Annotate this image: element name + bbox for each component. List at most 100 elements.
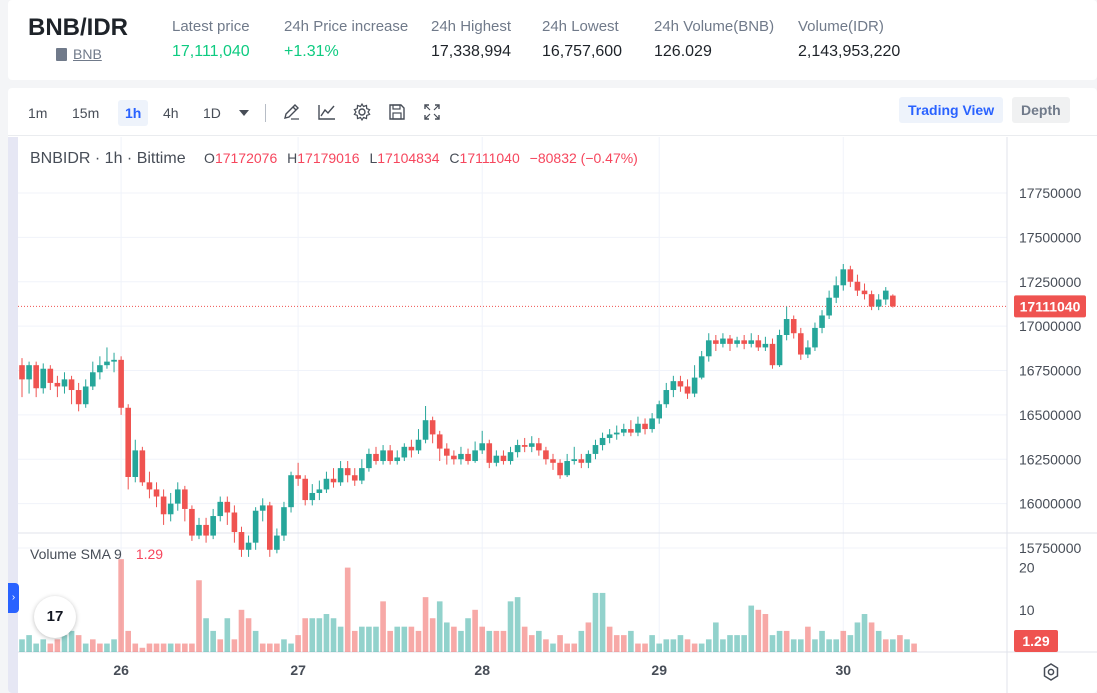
candle-body xyxy=(621,429,627,433)
candle-body xyxy=(196,524,202,536)
candle-body xyxy=(571,459,578,462)
expand-sidebar-button[interactable]: › xyxy=(8,583,19,613)
interval-1d[interactable]: 1D xyxy=(203,105,221,121)
depth-button[interactable]: Depth xyxy=(1012,97,1070,123)
volume-bar xyxy=(635,643,641,652)
candle-body xyxy=(741,340,747,344)
candle-body xyxy=(366,453,372,469)
price-tick-label: 17750000 xyxy=(1019,185,1082,201)
candle-body xyxy=(819,315,825,328)
candle-body xyxy=(295,475,301,479)
volume-bar xyxy=(698,643,705,652)
candle-body xyxy=(691,377,698,394)
volume-bar xyxy=(323,614,330,652)
candle-body xyxy=(840,269,847,286)
candle-body xyxy=(97,365,103,373)
price-tick-label: 16750000 xyxy=(1019,363,1082,379)
volume-bar xyxy=(33,643,39,652)
volume-bar xyxy=(380,601,386,652)
stat-volume-idr: Volume(IDR) 2,143,953,220 xyxy=(798,18,900,61)
legend-open-value: 17172076 xyxy=(214,150,278,166)
volume-bar xyxy=(203,618,209,652)
interval-4h[interactable]: 4h xyxy=(163,105,179,121)
candle-body xyxy=(274,535,280,550)
volume-bar xyxy=(281,639,287,652)
chart-toolbar: 1m 15m 1h 4h 1D Trading View D xyxy=(8,88,1097,136)
candle-body xyxy=(776,335,783,366)
indicators-icon[interactable] xyxy=(317,102,337,122)
volume-bar xyxy=(684,639,691,652)
volume-bar xyxy=(776,630,783,652)
legend-high-label: H xyxy=(287,150,298,166)
save-icon[interactable] xyxy=(387,102,407,122)
candle-body xyxy=(854,281,861,291)
volume-bar xyxy=(217,639,224,652)
tradingview-logo[interactable]: 17 xyxy=(34,596,76,638)
volume-bar xyxy=(189,643,195,652)
volume-bar xyxy=(54,639,61,652)
volume-bar xyxy=(734,635,740,652)
volume-bar xyxy=(231,639,238,652)
stat-label: 24h Volume(BNB) xyxy=(654,18,775,35)
volume-bar xyxy=(316,618,323,652)
candle-body xyxy=(798,333,804,355)
stat-value: 17,111,040 xyxy=(172,43,250,60)
volume-bar xyxy=(543,639,549,652)
book-icon xyxy=(56,47,67,61)
candle-body xyxy=(401,446,408,458)
candle-body xyxy=(160,496,167,515)
volume-legend-value: 1.29 xyxy=(135,546,164,562)
candle-body xyxy=(847,269,854,282)
candle-body xyxy=(698,356,705,378)
market-header: BNB/IDR BNB Latest price 17,111,040 24h … xyxy=(8,0,1097,80)
stat-price-increase: 24h Price increase +1.31% xyxy=(284,18,408,61)
axis-settings-icon[interactable] xyxy=(1041,662,1061,682)
volume-bar xyxy=(359,626,365,652)
volume-bar xyxy=(628,630,634,652)
volume-bar xyxy=(451,626,457,652)
volume-bar xyxy=(104,643,110,652)
candle-body xyxy=(805,347,811,355)
volume-bar xyxy=(465,618,471,652)
price-tick-label: 16000000 xyxy=(1019,496,1082,512)
candle-body xyxy=(316,489,323,493)
settings-icon[interactable] xyxy=(352,102,372,122)
interval-15m[interactable]: 15m xyxy=(72,105,100,121)
legend-open-label: O xyxy=(204,150,215,166)
candlestick-chart[interactable]: 15750000 16000000 16250000 16500000 16750000… xyxy=(8,137,1097,693)
candle-body xyxy=(82,386,89,405)
volume-bar xyxy=(153,643,160,652)
volume-value-label: 1.29 xyxy=(1022,633,1049,649)
candle-body xyxy=(267,505,273,550)
fullscreen-icon[interactable] xyxy=(422,102,442,122)
volume-bar xyxy=(564,643,570,652)
volume-bar xyxy=(394,626,401,652)
volume-bar xyxy=(196,580,202,652)
volume-bar xyxy=(833,639,839,652)
volume-bar xyxy=(500,630,507,652)
volume-bar xyxy=(592,592,599,652)
chart-left-strip xyxy=(8,137,18,693)
price-tick-label: 15750000 xyxy=(1019,540,1082,556)
volume-bar xyxy=(302,618,308,652)
base-asset-link[interactable]: BNB xyxy=(56,46,102,62)
volume-bar xyxy=(146,643,153,652)
volume-bar xyxy=(330,618,337,652)
interval-1m[interactable]: 1m xyxy=(28,105,48,121)
volume-bar xyxy=(769,635,776,652)
candle-body xyxy=(592,445,599,454)
legend-low-label: L xyxy=(369,150,378,166)
volume-bar xyxy=(521,626,528,652)
candle-body xyxy=(564,461,570,476)
volume-bar xyxy=(351,630,358,652)
volume-tick-label: 20 xyxy=(1019,560,1035,576)
trading-view-button[interactable]: Trading View xyxy=(899,97,1004,123)
candle-body xyxy=(713,340,719,344)
interval-1h[interactable]: 1h xyxy=(118,100,149,126)
volume-bar xyxy=(557,635,563,652)
candle-body xyxy=(875,299,882,307)
draw-icon[interactable] xyxy=(282,102,302,122)
candle-body xyxy=(500,455,507,462)
volume-bar xyxy=(344,567,351,652)
chevron-down-icon[interactable] xyxy=(239,110,249,116)
